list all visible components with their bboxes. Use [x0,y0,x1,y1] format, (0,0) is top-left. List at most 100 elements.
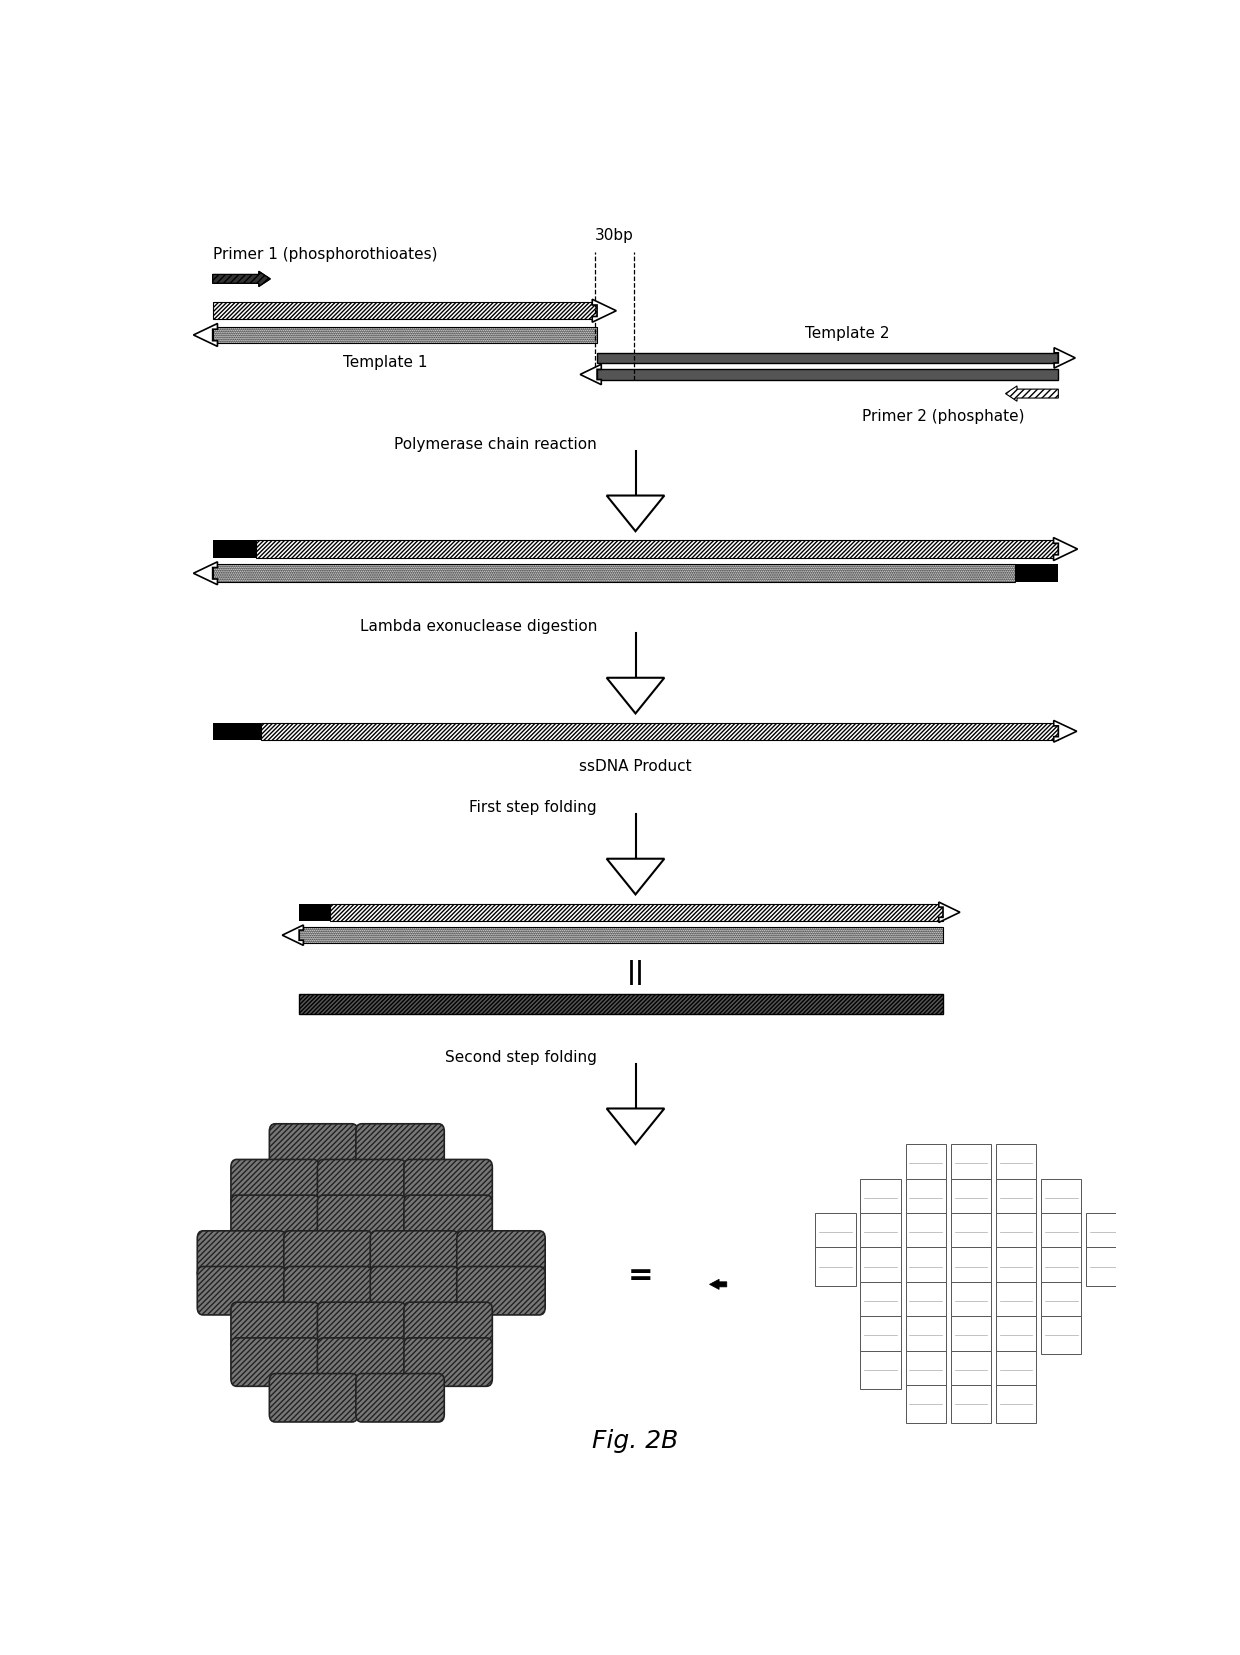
FancyBboxPatch shape [231,1302,320,1350]
FancyArrow shape [1054,720,1076,741]
FancyBboxPatch shape [456,1266,546,1316]
Text: Primer 2 (phosphate): Primer 2 (phosphate) [862,409,1024,424]
Bar [1042,1248,1081,1286]
Bar [951,1281,991,1321]
Bar [861,1178,900,1216]
FancyBboxPatch shape [269,1124,358,1172]
Bar [1042,1281,1081,1321]
FancyArrow shape [709,1279,727,1289]
FancyArrow shape [283,925,304,945]
Bar [951,1213,991,1251]
FancyBboxPatch shape [371,1266,459,1316]
FancyBboxPatch shape [317,1195,405,1243]
FancyBboxPatch shape [456,1231,546,1279]
Bar [1042,1213,1081,1251]
Bar [951,1144,991,1182]
Bar [213,723,260,740]
Text: 30bp: 30bp [595,228,634,243]
Bar [330,904,942,920]
Bar [1042,1316,1081,1354]
Bar [996,1281,1037,1321]
Text: Second step folding: Second step folding [445,1049,596,1066]
FancyBboxPatch shape [404,1302,492,1350]
Bar [861,1281,900,1321]
FancyBboxPatch shape [317,1302,405,1350]
FancyBboxPatch shape [197,1266,285,1316]
FancyArrow shape [193,323,217,346]
Bar [951,1350,991,1389]
Bar [905,1350,946,1389]
FancyArrow shape [1054,538,1078,561]
Bar [596,353,1058,362]
Bar [299,993,942,1015]
Text: Template 2: Template 2 [805,326,889,341]
Text: Primer 1 (phosphorothioates): Primer 1 (phosphorothioates) [213,247,438,261]
FancyArrow shape [1006,386,1058,401]
Bar [951,1178,991,1216]
Polygon shape [606,495,665,531]
Text: Lambda exonuclease digestion: Lambda exonuclease digestion [360,619,596,634]
Bar [1016,564,1058,583]
FancyArrow shape [580,364,601,384]
Bar [905,1281,946,1321]
Text: =: = [627,1261,653,1289]
FancyBboxPatch shape [317,1160,405,1208]
Bar [905,1213,946,1251]
FancyBboxPatch shape [269,1374,358,1422]
Bar [861,1316,900,1354]
Bar [905,1178,946,1216]
Bar [861,1248,900,1286]
Bar [996,1144,1037,1182]
Bar [213,540,255,558]
Text: First step folding: First step folding [470,801,596,816]
Bar [951,1248,991,1286]
Bar [951,1316,991,1354]
FancyBboxPatch shape [197,1231,285,1279]
FancyBboxPatch shape [231,1160,320,1208]
Bar [1042,1178,1081,1216]
FancyBboxPatch shape [356,1124,444,1172]
Text: Fig. 2B: Fig. 2B [593,1428,678,1453]
Bar [213,303,598,319]
Bar [255,540,1058,558]
Bar [861,1350,900,1389]
FancyArrow shape [939,902,960,922]
FancyBboxPatch shape [404,1337,492,1387]
Bar [996,1248,1037,1286]
Bar [299,904,330,920]
Text: ssDNA Product: ssDNA Product [579,760,692,775]
Bar [996,1350,1037,1389]
Bar [996,1178,1037,1216]
Bar [260,723,1058,740]
Bar [996,1316,1037,1354]
Polygon shape [606,1109,665,1144]
Bar [815,1213,856,1251]
FancyBboxPatch shape [317,1337,405,1387]
FancyArrow shape [1054,348,1075,367]
Bar [1086,1213,1127,1251]
Polygon shape [606,679,665,713]
FancyBboxPatch shape [231,1337,320,1387]
Text: ||: || [626,960,645,985]
FancyBboxPatch shape [371,1231,459,1279]
FancyBboxPatch shape [284,1231,372,1279]
Bar [213,564,1016,583]
Polygon shape [606,859,665,894]
Bar [951,1385,991,1423]
Bar [905,1248,946,1286]
Text: Template 1: Template 1 [343,356,428,371]
Bar [905,1144,946,1182]
Bar [815,1248,856,1286]
Bar [996,1213,1037,1251]
Bar [596,369,1058,379]
Bar [905,1316,946,1354]
FancyArrow shape [593,300,616,323]
FancyBboxPatch shape [356,1374,444,1422]
FancyBboxPatch shape [231,1195,320,1243]
Bar [996,1385,1037,1423]
Bar [299,927,942,943]
FancyBboxPatch shape [284,1266,372,1316]
FancyBboxPatch shape [404,1160,492,1208]
Bar [213,326,598,343]
Bar [905,1385,946,1423]
